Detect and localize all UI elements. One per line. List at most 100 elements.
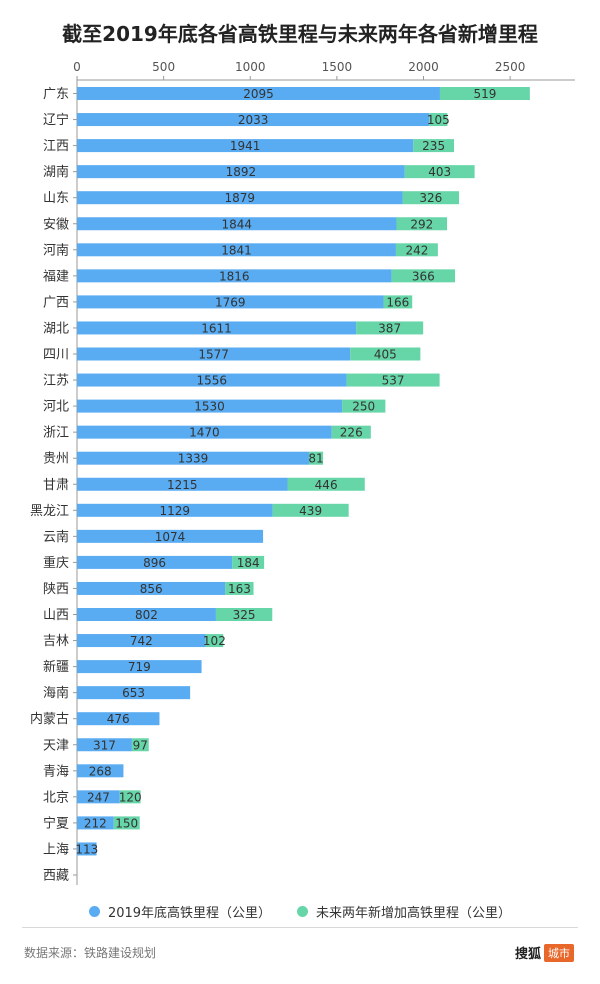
data-label-new-mileage: 97 bbox=[133, 738, 148, 752]
data-label-2019-mileage: 1339 bbox=[178, 452, 209, 466]
legend-item-series-1[interactable]: 2019年底高铁里程（公里） bbox=[88, 902, 272, 921]
data-label-2019-mileage: 1556 bbox=[197, 374, 228, 388]
bar-2019-mileage[interactable] bbox=[77, 269, 392, 283]
data-label-2019-mileage: 2095 bbox=[243, 87, 274, 101]
bar-2019-mileage[interactable] bbox=[77, 347, 351, 361]
data-label-new-mileage: 326 bbox=[419, 191, 442, 205]
bar-new-mileage[interactable] bbox=[402, 191, 460, 205]
data-label-2019-mileage: 1769 bbox=[215, 295, 246, 309]
y-tick-label: 江苏 bbox=[43, 373, 69, 389]
bar-new-mileage[interactable] bbox=[346, 373, 440, 387]
data-label-new-mileage: 519 bbox=[473, 87, 496, 101]
y-tick-label: 云南 bbox=[43, 529, 69, 545]
data-label-2019-mileage: 1074 bbox=[155, 530, 186, 544]
bar-2019-mileage[interactable] bbox=[77, 842, 97, 856]
bar-new-mileage[interactable] bbox=[205, 634, 224, 648]
chart-title: 截至2019年底各省高铁里程与未来两年各省新增里程 bbox=[62, 22, 538, 46]
y-tick-label: 北京 bbox=[43, 790, 69, 805]
bar-new-mileage[interactable] bbox=[308, 451, 324, 465]
bar-chart: 0 500 1000 1500 2000 2500 广东 2095 519 辽宁 2033 105 江西… bbox=[30, 60, 575, 885]
bar-2019-mileage[interactable] bbox=[77, 816, 114, 830]
bar-2019-mileage[interactable] bbox=[77, 243, 396, 257]
bar-new-mileage[interactable] bbox=[350, 347, 421, 361]
legend-swatch-series-1 bbox=[88, 905, 100, 917]
bar-2019-mileage[interactable] bbox=[77, 399, 343, 413]
bar-2019-mileage[interactable] bbox=[77, 581, 226, 595]
data-label-new-mileage: 226 bbox=[340, 426, 363, 440]
data-label-new-mileage: 537 bbox=[382, 374, 405, 388]
data-label-2019-mileage: 719 bbox=[128, 660, 151, 674]
data-label-2019-mileage: 742 bbox=[130, 634, 153, 648]
legend-label-series-1: 2019年底高铁里程（公里） bbox=[107, 905, 272, 921]
bar-new-mileage[interactable] bbox=[356, 321, 424, 335]
bar-2019-mileage[interactable] bbox=[77, 217, 397, 231]
bar-2019-mileage[interactable] bbox=[77, 660, 202, 674]
data-source-note: 数据来源：铁路建设规划 bbox=[24, 946, 157, 960]
bar-2019-mileage[interactable] bbox=[77, 712, 160, 726]
brand-logo: 搜狐 城市 bbox=[515, 943, 574, 962]
bar-2019-mileage[interactable] bbox=[77, 295, 384, 309]
y-tick-label: 浙江 bbox=[43, 426, 69, 441]
data-label-2019-mileage: 1941 bbox=[230, 139, 261, 153]
bar-new-mileage[interactable] bbox=[215, 608, 273, 621]
footer-divider bbox=[22, 927, 578, 928]
y-tick-label: 甘肃 bbox=[43, 478, 69, 493]
y-tick-label: 广东 bbox=[43, 87, 69, 102]
bar-new-mileage[interactable] bbox=[404, 165, 475, 179]
brand-tag: 城市 bbox=[544, 943, 574, 962]
data-label-2019-mileage: 317 bbox=[93, 738, 116, 752]
bar-2019-mileage[interactable] bbox=[77, 139, 414, 153]
bar-2019-mileage[interactable] bbox=[77, 529, 264, 543]
data-label-2019-mileage: 476 bbox=[107, 712, 130, 726]
bar-2019-mileage[interactable] bbox=[77, 425, 332, 439]
y-tick-label: 内蒙古 bbox=[30, 711, 69, 727]
bar-2019-mileage[interactable] bbox=[77, 503, 273, 517]
bar-2019-mileage[interactable] bbox=[77, 321, 357, 335]
y-tick-label: 江西 bbox=[43, 139, 69, 154]
bar-2019-mileage[interactable] bbox=[77, 165, 405, 179]
bar-new-mileage[interactable] bbox=[395, 243, 438, 257]
bar-2019-mileage[interactable] bbox=[77, 191, 403, 205]
bar-new-mileage[interactable] bbox=[232, 555, 265, 569]
bar-2019-mileage[interactable] bbox=[77, 608, 216, 621]
bar-2019-mileage[interactable] bbox=[77, 790, 120, 804]
bar-2019-mileage[interactable] bbox=[77, 764, 124, 778]
legend-swatch-series-2 bbox=[297, 905, 309, 917]
bar-new-mileage[interactable] bbox=[272, 503, 349, 517]
bar-new-mileage[interactable] bbox=[287, 477, 365, 491]
bar-2019-mileage[interactable] bbox=[77, 477, 288, 491]
legend-item-series-2[interactable]: 未来两年新增加高铁里程（公里） bbox=[297, 902, 511, 921]
bar-new-mileage[interactable] bbox=[429, 113, 448, 127]
bar-2019-mileage[interactable] bbox=[77, 686, 191, 700]
bar-new-mileage[interactable] bbox=[342, 399, 386, 413]
data-label-2019-mileage: 113 bbox=[75, 842, 98, 856]
bar-new-mileage[interactable] bbox=[383, 295, 413, 309]
y-tick-label: 青海 bbox=[43, 764, 69, 779]
bar-new-mileage[interactable] bbox=[113, 816, 140, 830]
data-label-new-mileage: 163 bbox=[228, 582, 251, 596]
bar-new-mileage[interactable] bbox=[396, 217, 448, 231]
y-tick-label: 西藏 bbox=[43, 869, 69, 884]
bar-2019-mileage[interactable] bbox=[77, 634, 206, 648]
bar-new-mileage[interactable] bbox=[331, 425, 371, 439]
bar-new-mileage[interactable] bbox=[119, 790, 141, 804]
bar-new-mileage[interactable] bbox=[391, 269, 456, 283]
data-label-new-mileage: 102 bbox=[203, 634, 226, 648]
data-label-2019-mileage: 212 bbox=[84, 816, 107, 830]
y-tick-label: 重庆 bbox=[43, 555, 69, 571]
bar-2019-mileage[interactable] bbox=[77, 738, 132, 752]
bar-new-mileage[interactable] bbox=[413, 139, 454, 153]
bar-2019-mileage[interactable] bbox=[77, 87, 440, 100]
y-tick-label: 辽宁 bbox=[43, 112, 69, 128]
data-label-new-mileage: 81 bbox=[308, 452, 323, 466]
x-tick-label: 0 bbox=[73, 60, 81, 74]
data-label-new-mileage: 366 bbox=[412, 269, 435, 283]
data-label-new-mileage: 250 bbox=[352, 400, 375, 414]
bar-2019-mileage[interactable] bbox=[77, 373, 347, 387]
bar-2019-mileage[interactable] bbox=[77, 555, 233, 569]
bar-new-mileage[interactable] bbox=[131, 738, 149, 752]
bar-new-mileage[interactable] bbox=[439, 87, 530, 100]
bar-2019-mileage[interactable] bbox=[77, 451, 309, 465]
bar-new-mileage[interactable] bbox=[225, 581, 254, 595]
bar-2019-mileage[interactable] bbox=[77, 113, 430, 127]
